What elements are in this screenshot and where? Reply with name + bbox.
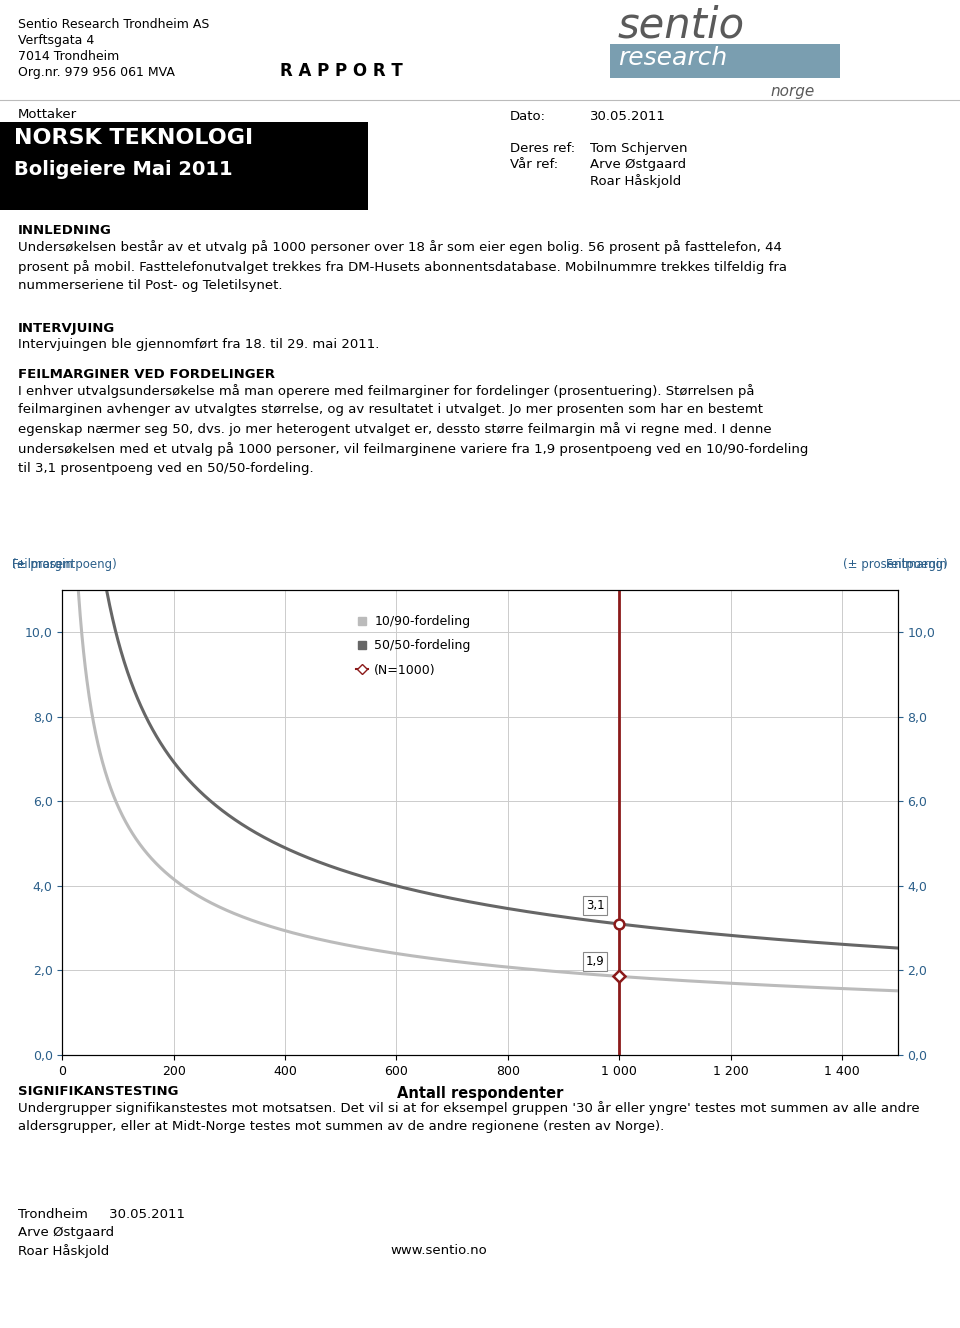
Text: Feilmargin: Feilmargin <box>12 558 74 571</box>
X-axis label: Antall respondenter: Antall respondenter <box>396 1086 564 1101</box>
Text: Org.nr. 979 956 061 MVA: Org.nr. 979 956 061 MVA <box>18 66 175 78</box>
Text: Undersøkelsen består av et utvalg på 1000 personer over 18 år som eier egen boli: Undersøkelsen består av et utvalg på 100… <box>18 240 787 292</box>
Text: NORSK TEKNOLOGI: NORSK TEKNOLOGI <box>14 127 253 147</box>
Text: Roar Håskjold: Roar Håskjold <box>18 1244 109 1258</box>
Text: Undergrupper signifikanstestes mot motsatsen. Det vil si at for eksempel gruppen: Undergrupper signifikanstestes mot motsa… <box>18 1101 920 1134</box>
Text: 3,1: 3,1 <box>586 899 605 912</box>
Text: INNLEDNING: INNLEDNING <box>18 224 112 236</box>
Text: Trondheim     30.05.2011: Trondheim 30.05.2011 <box>18 1208 185 1220</box>
Text: Arve Østgaard: Arve Østgaard <box>18 1226 114 1239</box>
Text: norge: norge <box>770 84 814 100</box>
Text: SIGNIFIKANSTESTING: SIGNIFIKANSTESTING <box>18 1085 179 1098</box>
Text: Arve Østgaard: Arve Østgaard <box>590 158 686 171</box>
Text: INTERVJUING: INTERVJUING <box>18 321 115 335</box>
Text: I enhver utvalgsundersøkelse må man operere med feilmarginer for fordelinger (pr: I enhver utvalgsundersøkelse må man oper… <box>18 384 808 475</box>
Text: Vår ref:: Vår ref: <box>510 158 558 171</box>
Text: (± prosentpoeng): (± prosentpoeng) <box>12 543 117 571</box>
Text: FEILMARGINER VED FORDELINGER: FEILMARGINER VED FORDELINGER <box>18 368 275 381</box>
Text: Tom Schjerven: Tom Schjerven <box>590 142 687 155</box>
Text: Boligeiere Mai 2011: Boligeiere Mai 2011 <box>14 159 232 179</box>
Text: 7014 Trondheim: 7014 Trondheim <box>18 50 119 62</box>
Text: Deres ref:: Deres ref: <box>510 142 575 155</box>
Text: www.sentio.no: www.sentio.no <box>390 1244 487 1258</box>
Text: Verftsgata 4: Verftsgata 4 <box>18 35 94 46</box>
Text: Mottaker: Mottaker <box>18 108 77 121</box>
Text: Intervjuingen ble gjennomført fra 18. til 29. mai 2011.: Intervjuingen ble gjennomført fra 18. ti… <box>18 339 379 351</box>
Text: research: research <box>618 46 728 70</box>
Text: Dato:: Dato: <box>510 110 546 124</box>
Text: Sentio Research Trondheim AS: Sentio Research Trondheim AS <box>18 19 209 31</box>
Text: R A P P O R T: R A P P O R T <box>280 62 403 80</box>
Text: Roar Håskjold: Roar Håskjold <box>590 174 682 189</box>
Text: 1,9: 1,9 <box>586 955 605 968</box>
Text: 30.05.2011: 30.05.2011 <box>590 110 666 124</box>
Text: Feilmargin: Feilmargin <box>886 558 948 571</box>
Text: sentio: sentio <box>618 5 745 46</box>
Legend: 10/90-fordeling, 50/50-fordeling, (N=1000): 10/90-fordeling, 50/50-fordeling, (N=100… <box>350 610 476 681</box>
Text: (± prosentpoeng): (± prosentpoeng) <box>843 543 948 571</box>
